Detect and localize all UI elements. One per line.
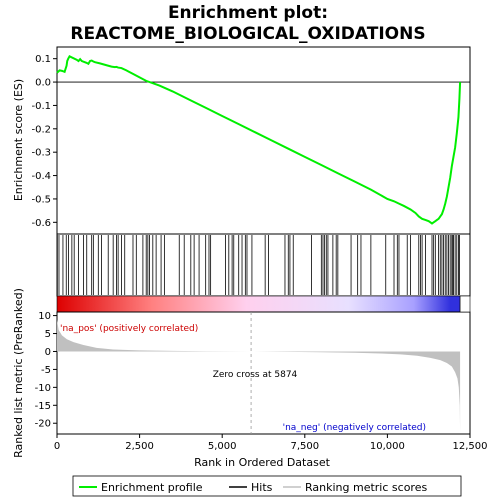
- legend-label-enrichment-profile: Enrichment profile: [101, 481, 203, 494]
- es-tick-label: 0.1: [35, 54, 51, 65]
- x-axis-label: Rank in Ordered Dataset: [194, 456, 331, 469]
- metric-tick-label: 0: [45, 347, 51, 358]
- hits-group: [56, 235, 460, 295]
- es-axis-label: Enrichment score (ES): [12, 79, 25, 201]
- zero-cross-label: Zero cross at 5874: [213, 370, 298, 380]
- x-tick-label: 2,500: [125, 441, 154, 452]
- es-tick-label: -0.6: [31, 218, 51, 229]
- legend-label-hits: Hits: [251, 481, 273, 494]
- metric-panel-frame: [56, 311, 471, 435]
- x-tick-label: 10,000: [370, 441, 405, 452]
- x-tick-label: 5,000: [208, 441, 237, 452]
- rank-bar-tail: [459, 295, 471, 313]
- metric-tick-label: 5: [45, 329, 51, 340]
- x-tick-label: 0: [54, 441, 60, 452]
- metric-tick-label: -10: [35, 383, 51, 394]
- hits-panel-frame: [56, 233, 471, 297]
- metric-axis: 10 5 0 -5 -10 -15 -20: [35, 311, 57, 430]
- x-tick-label: 12,500: [453, 441, 488, 452]
- negative-correlation-label: 'na_neg' (negatively correlated): [283, 423, 426, 433]
- es-tick-label: -0.5: [31, 194, 51, 205]
- es-tick-label: 0.0: [35, 78, 51, 89]
- es-tick-label: -0.3: [31, 148, 51, 159]
- es-tick-label: -0.4: [31, 171, 51, 182]
- es-tick-label: -0.2: [31, 124, 51, 135]
- es-axis: 0.1 0.0 -0.1 -0.2 -0.3 -0.4 -0.5 -0.6: [31, 54, 57, 229]
- metric-tick-label: -20: [35, 419, 51, 430]
- metric-tick-label: -5: [41, 365, 51, 376]
- es-tick-label: -0.1: [31, 101, 51, 112]
- chart-title-line2: REACTOME_BIOLOGICAL_OXIDATIONS: [70, 24, 425, 44]
- rank-color-bar: [56, 295, 461, 313]
- chart-title-line1: Enrichment plot:: [168, 3, 328, 23]
- enrichment-profile-line: [56, 55, 462, 225]
- metric-axis-label: Ranked list metric (PreRanked): [12, 288, 25, 458]
- x-axis: 0 2,500 5,000 7,500 10,000 12,500: [54, 434, 488, 452]
- legend-box: [72, 475, 462, 497]
- x-tick-label: 7,500: [290, 441, 319, 452]
- legend-label-ranking-metric: Ranking metric scores: [305, 481, 427, 494]
- positive-correlation-label: 'na_pos' (positively correlated): [60, 324, 198, 334]
- es-panel-frame: [56, 46, 471, 235]
- metric-tick-label: 10: [38, 311, 51, 322]
- metric-tick-label: -15: [35, 401, 51, 412]
